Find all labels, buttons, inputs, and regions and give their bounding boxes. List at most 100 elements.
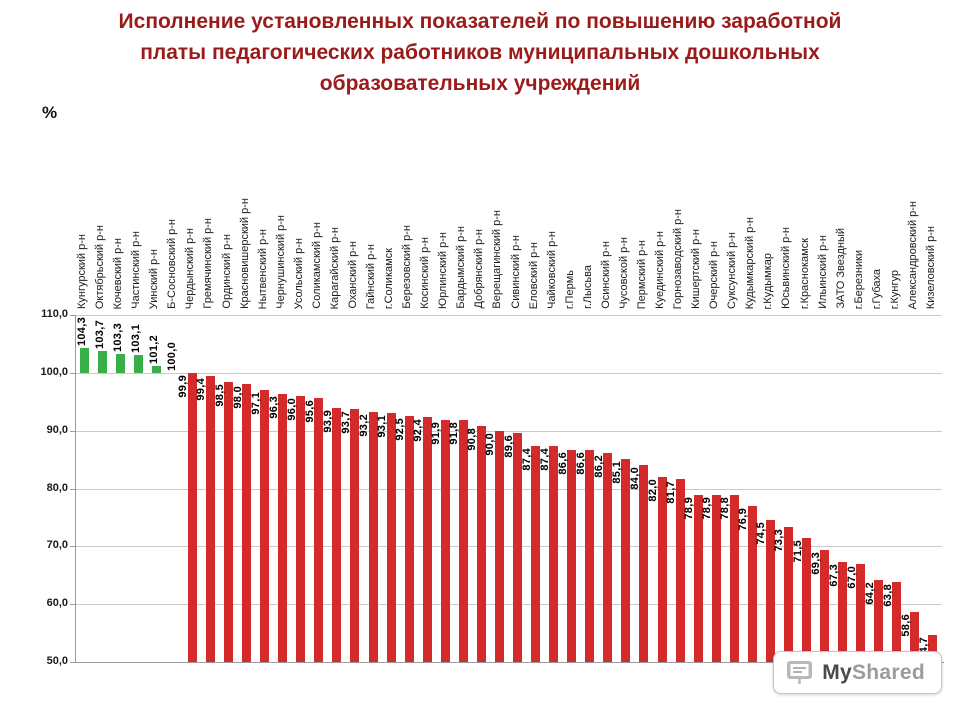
gridline — [75, 488, 942, 490]
y-axis-label: 80,0 — [46, 481, 68, 494]
category-label: ЗАТО Звездный — [834, 228, 847, 309]
bar-value-label: 82,0 — [647, 478, 660, 502]
axis-tick — [70, 662, 75, 663]
axis-tick — [70, 315, 75, 316]
axis-tick — [70, 430, 75, 432]
bar-value-label: 93,7 — [339, 411, 352, 434]
bar-value-label: 85,1 — [610, 461, 623, 484]
bar-value-label: 64,2 — [863, 581, 876, 605]
bar — [404, 416, 414, 662]
myshared-logo-text-my: My — [822, 660, 852, 684]
gridline — [75, 372, 942, 374]
myshared-logo[interactable]: MyShared — [773, 651, 942, 694]
category-label: Оханский р-н — [346, 241, 359, 309]
bar-value-label: 104,3 — [76, 316, 89, 346]
y-axis-label: 90,0 — [46, 423, 68, 436]
category-label: Ординский р-н — [220, 234, 233, 309]
bar-value-label: 90,0 — [484, 432, 497, 456]
category-label: Куединский р-н — [654, 231, 667, 309]
bar — [242, 384, 252, 662]
category-label: Нытвенский р-н — [256, 228, 269, 309]
category-label: Очерский р-н — [708, 240, 721, 309]
category-label: г.Краснокамск — [798, 237, 811, 309]
bar-value-label: 78,9 — [701, 496, 714, 520]
bar — [368, 412, 378, 662]
bar — [783, 527, 793, 662]
category-label: Кудымкарский р-н — [744, 216, 757, 309]
bar — [549, 445, 559, 662]
bar — [567, 450, 577, 662]
axis-tick — [70, 546, 75, 548]
bar-value-label: 98,0 — [231, 386, 244, 409]
bar — [856, 563, 866, 662]
bar-value-label: 89,6 — [502, 434, 515, 458]
bar — [729, 495, 739, 662]
bar-value-label: 98,5 — [213, 383, 226, 407]
category-label: Добрянский р-н — [473, 229, 486, 309]
bar — [802, 537, 812, 662]
category-label: Бардымский р-н — [455, 226, 468, 309]
bar — [332, 408, 342, 662]
category-label: Б-Сосновский р-н — [166, 219, 179, 309]
bar — [693, 494, 703, 662]
bar — [296, 395, 306, 662]
bar-value-label: 58,6 — [899, 614, 912, 637]
category-label: Березовский р-н — [401, 225, 414, 309]
bar — [621, 459, 631, 662]
category-label: Кочевский р-н — [112, 237, 125, 309]
bar-value-label: 71,5 — [791, 539, 804, 563]
bar-value-label: 78,9 — [683, 496, 696, 520]
slide-title-line-2: платы педагогических работников муниципа… — [140, 41, 820, 64]
bar — [639, 465, 649, 662]
category-label: Чердынский р-н — [184, 227, 197, 309]
bar-value-label: 90,8 — [466, 428, 479, 451]
bar-value-label: 76,9 — [737, 508, 750, 532]
bar — [657, 476, 667, 662]
y-axis-label: 70,0 — [46, 539, 68, 552]
category-label: Чернушинский р-н — [274, 215, 287, 309]
bar-value-label: 74,5 — [755, 522, 768, 545]
bar-value-label: 93,2 — [358, 414, 371, 437]
category-label: Соликамский р-н — [310, 222, 323, 309]
bar — [458, 420, 468, 662]
bar-value-label: 92,5 — [394, 418, 407, 441]
bar — [675, 478, 685, 662]
category-label: Усольский р-н — [292, 237, 305, 309]
bar-value-label: 96,0 — [285, 397, 298, 421]
bar-value-label: 73,3 — [773, 529, 786, 552]
gridline — [75, 430, 942, 432]
bar — [765, 520, 775, 662]
myshared-logo-text: MyShared — [822, 661, 925, 685]
bar — [513, 432, 523, 662]
category-label: Сивинский р-н — [509, 235, 522, 309]
bar-value-label: 87,4 — [520, 447, 533, 471]
bar-value-label: 78,8 — [719, 497, 732, 521]
bar-value-label: 103,3 — [112, 322, 125, 352]
slide-title-line-3: образовательных учреждений — [319, 72, 641, 95]
bar-value-label: 91,9 — [430, 421, 443, 445]
bar-value-label: 99,4 — [195, 378, 208, 401]
category-label: Александровский р-н — [906, 200, 919, 309]
bar-value-label: 95,6 — [303, 400, 316, 423]
bar — [224, 381, 234, 662]
category-label: Кизеловский р-н — [924, 225, 937, 309]
category-label: Горнозаводский р-н — [672, 208, 685, 309]
bar — [187, 373, 197, 662]
bar-value-label: 99,9 — [177, 375, 190, 399]
category-label: г.Губаха — [870, 268, 883, 309]
category-label: г.Березники — [852, 249, 865, 309]
category-label: Красновишерский р-н — [238, 198, 251, 309]
category-label: Осинский р-н — [599, 241, 612, 309]
bar-value-label: 86,6 — [556, 452, 569, 475]
category-label: Косинский р-н — [419, 237, 432, 309]
bar-value-label: 67,3 — [827, 563, 840, 587]
category-label: Кунгурский р-н — [76, 233, 89, 309]
slide-title: Исполнение установленных показателей по … — [0, 6, 960, 99]
bar — [278, 394, 288, 662]
bar-value-label: 63,8 — [881, 584, 894, 607]
category-label: Юрлинский р-н — [437, 231, 450, 309]
bar — [476, 426, 486, 662]
bar — [531, 445, 541, 662]
axis-tick — [70, 604, 75, 606]
